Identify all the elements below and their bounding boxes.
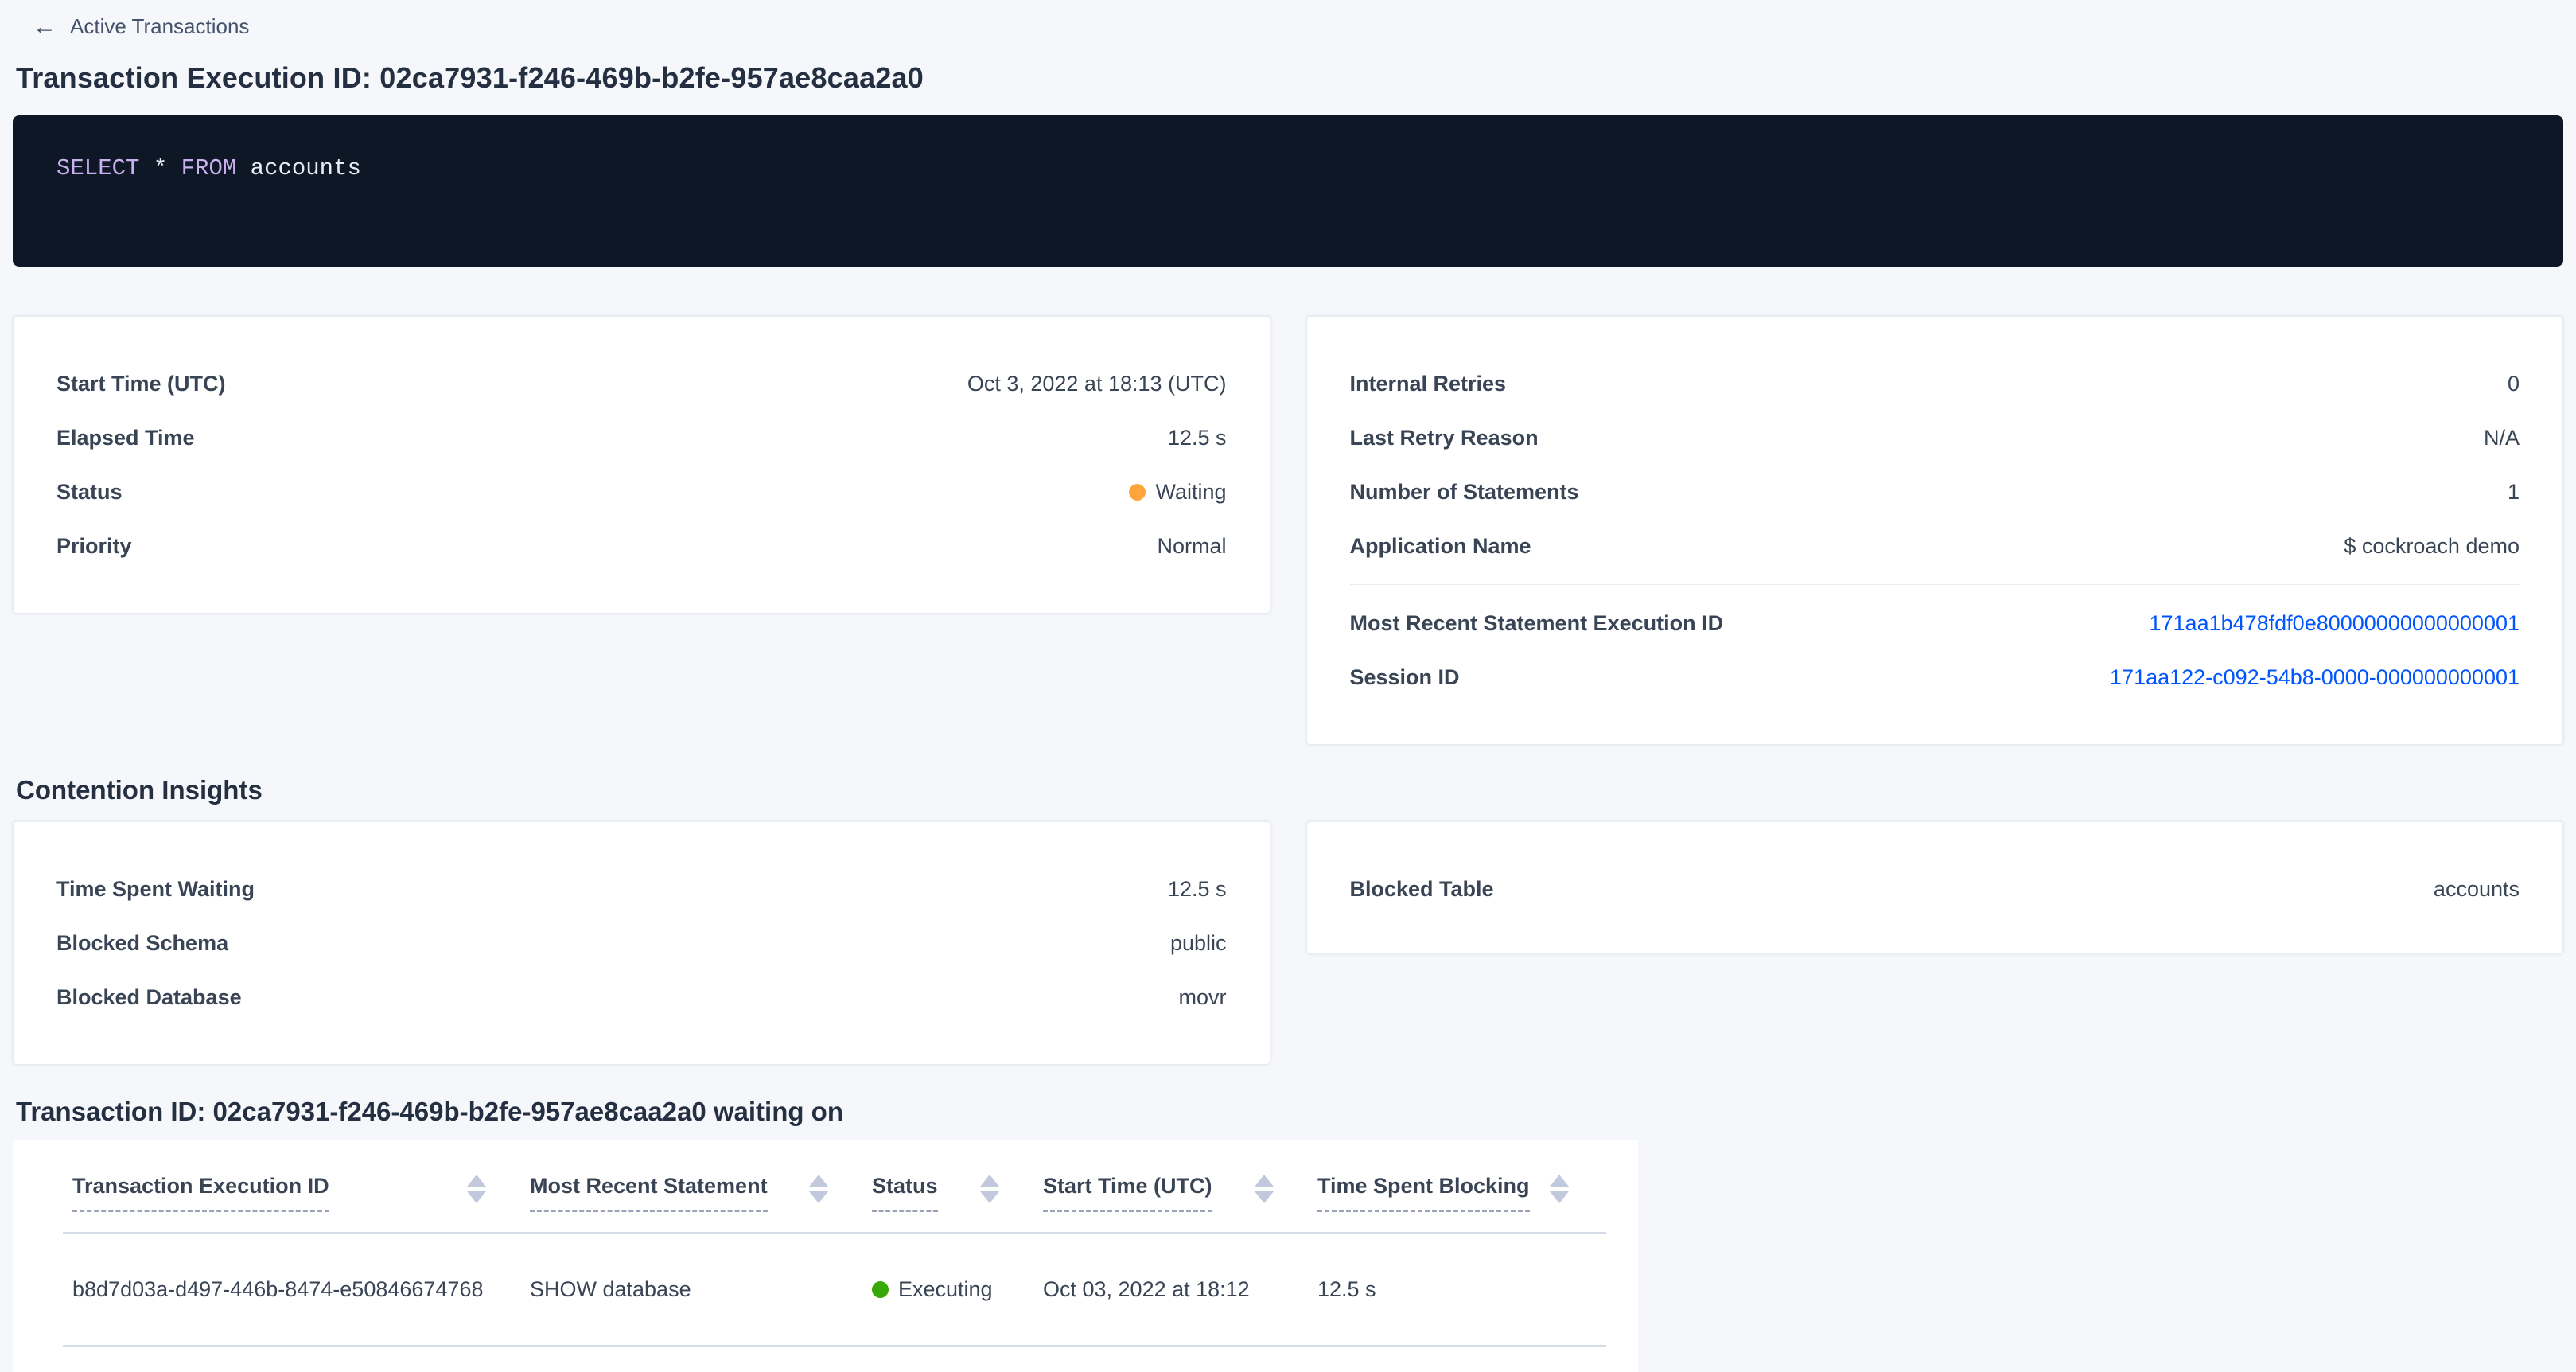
session-id-link[interactable]: 171aa122-c092-54b8-0000-000000000001 bbox=[2110, 665, 2520, 689]
info-label: Application Name bbox=[1349, 533, 1531, 558]
card-divider bbox=[1349, 584, 2520, 585]
status-dot-executing-icon bbox=[872, 1280, 889, 1298]
info-value: Oct 3, 2022 at 18:13 (UTC) bbox=[967, 371, 1227, 396]
sort-icon[interactable] bbox=[980, 1173, 999, 1203]
overview-card-left: Start Time (UTC) Oct 3, 2022 at 18:13 (U… bbox=[13, 316, 1270, 614]
table-row-divider bbox=[63, 1345, 1606, 1347]
cell-transaction-execution-id: b8d7d03a-d497-446b-8474-e50846674768 bbox=[72, 1277, 484, 1301]
info-value: $ cockroach demo bbox=[2344, 533, 2520, 558]
info-value: 0 bbox=[2507, 371, 2520, 396]
info-label: Session ID bbox=[1349, 665, 1460, 689]
info-value: accounts bbox=[2433, 876, 2520, 901]
column-header-label: Start Time (UTC) bbox=[1043, 1173, 1212, 1212]
sql-text: * bbox=[139, 155, 181, 181]
column-header-time-spent-blocking[interactable]: Time Spent Blocking bbox=[1317, 1173, 1578, 1212]
sort-icon[interactable] bbox=[809, 1173, 828, 1203]
waiting-transactions-table: Transaction Execution ID Most Recent Sta… bbox=[13, 1140, 1638, 1372]
column-header-status[interactable]: Status bbox=[872, 1173, 1043, 1212]
info-row-session-id: Session ID 171aa122-c092-54b8-0000-00000… bbox=[1307, 650, 2563, 704]
sql-keyword: FROM bbox=[181, 155, 237, 181]
info-label: Number of Statements bbox=[1349, 479, 1579, 504]
cell-status: Executing bbox=[872, 1277, 1043, 1302]
info-row-blocked-database: Blocked Database movr bbox=[14, 970, 1270, 1024]
status-dot-waiting-icon bbox=[1129, 483, 1146, 501]
table-header-divider bbox=[63, 1232, 1606, 1234]
contention-card-left: Time Spent Waiting 12.5 s Blocked Schema… bbox=[13, 821, 1270, 1065]
table-bottom-padding bbox=[13, 1347, 1638, 1372]
info-value: 12.5 s bbox=[1167, 876, 1227, 901]
overview-cards-row: Start Time (UTC) Oct 3, 2022 at 18:13 (U… bbox=[13, 316, 2563, 745]
sql-statement-box: SELECT * FROM accounts bbox=[13, 115, 2563, 267]
cell-most-recent-statement: SHOW database bbox=[530, 1277, 691, 1301]
page-title: Transaction Execution ID: 02ca7931-f246-… bbox=[16, 61, 924, 94]
cell-start-time: Oct 03, 2022 at 18:12 bbox=[1043, 1277, 1250, 1301]
sort-icon[interactable] bbox=[1255, 1173, 1274, 1203]
info-value: public bbox=[1169, 930, 1227, 955]
sort-icon[interactable] bbox=[1550, 1173, 1569, 1203]
info-row-start-time: Start Time (UTC) Oct 3, 2022 at 18:13 (U… bbox=[14, 357, 1270, 411]
info-value: Normal bbox=[1157, 533, 1227, 558]
contention-cards-row: Time Spent Waiting 12.5 s Blocked Schema… bbox=[13, 821, 2563, 1065]
info-value: movr bbox=[1178, 984, 1227, 1009]
info-row-time-spent-waiting: Time Spent Waiting 12.5 s bbox=[14, 862, 1270, 916]
info-label: Elapsed Time bbox=[56, 425, 195, 450]
column-header-most-recent-statement[interactable]: Most Recent Statement bbox=[530, 1173, 872, 1212]
sql-keyword: SELECT bbox=[56, 155, 140, 181]
statement-execution-id-link[interactable]: 171aa1b478fdf0e80000000000000001 bbox=[2149, 610, 2520, 635]
info-row-statement-execution-id: Most Recent Statement Execution ID 171aa… bbox=[1307, 596, 2563, 650]
info-row-number-of-statements: Number of Statements 1 bbox=[1307, 465, 2563, 519]
cell-time-spent-blocking: 12.5 s bbox=[1317, 1277, 1376, 1301]
info-row-last-retry-reason: Last Retry Reason N/A bbox=[1307, 411, 2563, 465]
info-value: 1 bbox=[2507, 479, 2520, 504]
info-label: Blocked Schema bbox=[56, 930, 229, 955]
info-label: Internal Retries bbox=[1349, 371, 1507, 396]
info-row-application-name: Application Name $ cockroach demo bbox=[1307, 519, 2563, 573]
column-header-label: Status bbox=[872, 1173, 938, 1212]
status-text: Executing bbox=[898, 1277, 993, 1301]
info-row-priority: Priority Normal bbox=[14, 519, 1270, 573]
info-label: Status bbox=[56, 479, 123, 504]
waiting-on-heading: Transaction ID: 02ca7931-f246-469b-b2fe-… bbox=[16, 1097, 843, 1126]
contention-card-right: Blocked Table accounts bbox=[1306, 821, 2563, 954]
status-value: Waiting bbox=[1129, 479, 1227, 505]
info-row-status: Status Waiting bbox=[14, 465, 1270, 519]
status-text: Waiting bbox=[1155, 479, 1227, 504]
info-label: Priority bbox=[56, 533, 132, 558]
table-row: b8d7d03a-d497-446b-8474-e50846674768 SHO… bbox=[13, 1234, 1638, 1345]
contention-insights-heading: Contention Insights bbox=[16, 775, 263, 805]
info-label: Blocked Database bbox=[56, 984, 242, 1009]
info-row-blocked-table: Blocked Table accounts bbox=[1307, 862, 2563, 916]
table-header-row: Transaction Execution ID Most Recent Sta… bbox=[13, 1140, 1638, 1212]
column-header-label: Time Spent Blocking bbox=[1317, 1173, 1530, 1212]
info-label: Last Retry Reason bbox=[1349, 425, 1539, 450]
sort-icon[interactable] bbox=[467, 1173, 486, 1203]
info-value: 12.5 s bbox=[1167, 425, 1227, 450]
info-value: N/A bbox=[2483, 425, 2520, 450]
back-arrow-icon: ← bbox=[33, 13, 56, 40]
info-label: Blocked Table bbox=[1349, 876, 1494, 901]
column-header-label: Most Recent Statement bbox=[530, 1173, 768, 1212]
overview-card-right: Internal Retries 0 Last Retry Reason N/A… bbox=[1306, 316, 2563, 745]
info-row-elapsed-time: Elapsed Time 12.5 s bbox=[14, 411, 1270, 465]
info-label: Start Time (UTC) bbox=[56, 371, 226, 396]
sql-text: accounts bbox=[236, 155, 361, 181]
column-header-transaction-execution-id[interactable]: Transaction Execution ID bbox=[72, 1173, 530, 1212]
column-header-start-time[interactable]: Start Time (UTC) bbox=[1043, 1173, 1317, 1212]
column-header-label: Transaction Execution ID bbox=[72, 1173, 329, 1212]
back-link-active-transactions[interactable]: ← Active Transactions bbox=[0, 0, 249, 39]
info-label: Most Recent Statement Execution ID bbox=[1349, 610, 1724, 635]
info-label: Time Spent Waiting bbox=[56, 876, 255, 901]
back-link-label: Active Transactions bbox=[70, 14, 250, 38]
info-row-blocked-schema: Blocked Schema public bbox=[14, 916, 1270, 970]
info-row-internal-retries: Internal Retries 0 bbox=[1307, 357, 2563, 411]
